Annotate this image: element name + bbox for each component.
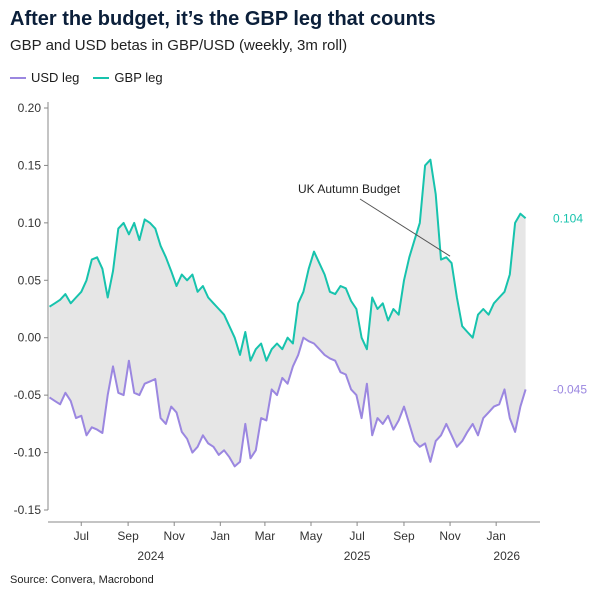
x-tick-label: Nov bbox=[439, 529, 460, 543]
gbp-leg-line bbox=[48, 158, 527, 362]
y-tick-label: 0.10 bbox=[18, 216, 42, 230]
legend-swatch-gbp bbox=[93, 76, 110, 79]
source-note: Source: Convera, Macrobond bbox=[10, 574, 154, 586]
x-tick-label: Jul bbox=[349, 529, 364, 543]
x-tick-label: Jan bbox=[486, 529, 505, 543]
chart-title: After the budget, it’s the GBP leg that … bbox=[10, 8, 436, 30]
chart-legend: USD leg GBP leg bbox=[10, 70, 163, 85]
x-tick-label: Nov bbox=[164, 529, 185, 543]
usd-leg-line bbox=[48, 336, 527, 468]
chart-subtitle: GBP and USD betas in GBP/USD (weekly, 3m… bbox=[10, 37, 348, 54]
annotation-leader-line bbox=[359, 198, 451, 257]
y-tick-label: -0.10 bbox=[14, 446, 42, 460]
x-tick-label: Mar bbox=[255, 529, 276, 543]
legend-label-gbp: GBP leg bbox=[114, 70, 163, 85]
x-tick-label: Jan bbox=[211, 529, 230, 543]
y-tick-label: 0.05 bbox=[18, 273, 42, 287]
x-year-label: 2026 bbox=[493, 549, 520, 563]
legend-item-usd: USD leg bbox=[10, 70, 79, 85]
y-tick-label: 0.00 bbox=[18, 331, 42, 345]
y-tick-label: 0.20 bbox=[18, 101, 42, 115]
legend-label-usd: USD leg bbox=[31, 70, 80, 85]
x-year-label: 2024 bbox=[137, 549, 164, 563]
band-between-series bbox=[49, 159, 526, 467]
y-tick-label: 0.15 bbox=[18, 158, 42, 172]
x-tick-label: Jul bbox=[74, 529, 89, 543]
y-tick-label: -0.15 bbox=[14, 503, 42, 517]
x-tick-label: Sep bbox=[393, 529, 415, 543]
legend-swatch-usd bbox=[10, 76, 26, 79]
y-tick-label: -0.05 bbox=[14, 388, 42, 402]
x-year-label: 2025 bbox=[344, 549, 371, 563]
x-tick-label: Sep bbox=[117, 529, 139, 543]
gbp-end-label: 0.104 bbox=[553, 211, 583, 225]
x-tick-label: May bbox=[300, 529, 323, 543]
legend-item-gbp: GBP leg bbox=[93, 70, 163, 85]
usd-end-label: -0.045 bbox=[553, 382, 587, 396]
annotation-label: UK Autumn Budget bbox=[298, 182, 401, 196]
